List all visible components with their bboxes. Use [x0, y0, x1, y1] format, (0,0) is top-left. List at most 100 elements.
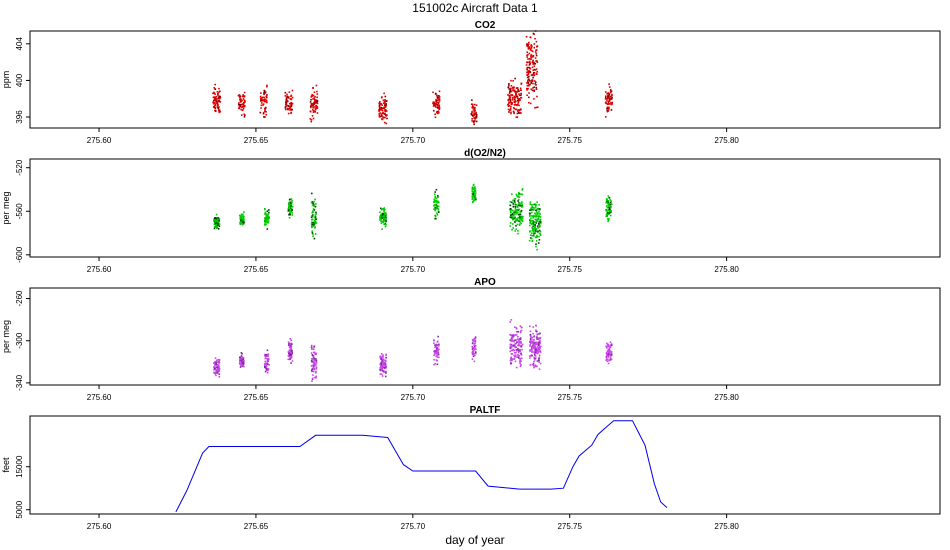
data-point — [313, 361, 315, 363]
data-point — [517, 219, 519, 222]
data-point — [314, 233, 317, 235]
data-point — [385, 110, 388, 112]
data-point — [474, 340, 477, 343]
data-point — [214, 361, 216, 363]
data-point — [383, 207, 386, 209]
y-axis-label: ppm — [1, 71, 11, 89]
data-point — [604, 91, 607, 93]
data-point — [512, 203, 515, 205]
data-point — [536, 333, 538, 336]
data-point — [520, 353, 523, 356]
data-point — [437, 196, 439, 199]
data-point — [526, 89, 528, 91]
data-point — [259, 95, 262, 98]
data-point — [608, 93, 610, 96]
data-point — [385, 213, 387, 216]
data-point — [311, 204, 314, 206]
data-point — [535, 52, 538, 55]
data-point — [610, 103, 612, 105]
data-point — [436, 201, 438, 203]
data-point — [287, 206, 290, 209]
data-point — [434, 113, 436, 116]
data-point — [536, 218, 538, 220]
data-point — [534, 212, 536, 215]
data-point — [606, 342, 608, 345]
data-point — [514, 345, 517, 348]
data-point — [264, 219, 266, 221]
data-point — [536, 215, 538, 217]
data-point — [510, 217, 513, 219]
data-point — [532, 326, 535, 328]
data-point — [520, 206, 523, 208]
data-point — [530, 336, 532, 339]
data-point — [515, 95, 517, 97]
data-point — [312, 205, 315, 207]
data-point — [471, 111, 473, 114]
data-point — [475, 113, 478, 116]
data-point — [217, 362, 220, 364]
data-point — [605, 358, 608, 360]
data-point — [268, 209, 270, 211]
data-point — [516, 205, 519, 207]
data-point — [379, 103, 382, 105]
data-point — [608, 212, 611, 214]
data-point — [379, 363, 381, 366]
data-point — [313, 345, 316, 348]
data-point — [436, 99, 439, 102]
data-point — [436, 354, 438, 356]
data-point — [243, 211, 245, 213]
data-point — [509, 204, 512, 207]
data-point — [516, 116, 519, 118]
data-point — [529, 203, 532, 205]
data-point — [518, 348, 520, 351]
data-point — [509, 99, 511, 101]
data-point — [538, 238, 541, 241]
data-point — [379, 108, 381, 110]
data-point — [312, 233, 314, 236]
data-point — [607, 92, 610, 95]
data-point — [510, 85, 513, 87]
data-point — [285, 105, 287, 108]
data-point — [242, 365, 244, 367]
data-cluster — [509, 319, 524, 369]
data-point — [312, 370, 315, 373]
data-point — [287, 107, 289, 110]
data-point — [436, 106, 439, 109]
data-point — [536, 212, 539, 214]
data-point — [606, 99, 608, 102]
data-point — [473, 123, 475, 126]
data-point — [314, 111, 317, 113]
data-point — [475, 198, 477, 201]
data-point — [509, 210, 512, 212]
data-point — [609, 199, 611, 201]
data-point — [291, 205, 294, 208]
data-point — [535, 330, 537, 333]
data-point — [512, 86, 515, 88]
data-point — [436, 104, 439, 107]
data-point — [216, 364, 219, 367]
data-point — [533, 98, 535, 100]
data-point — [263, 96, 265, 99]
data-point — [312, 367, 315, 370]
data-point — [314, 214, 317, 216]
data-point — [266, 358, 269, 360]
data-point — [242, 361, 245, 364]
data-point — [311, 370, 313, 373]
data-point — [265, 355, 267, 358]
data-point — [609, 88, 612, 91]
data-point — [217, 93, 219, 95]
data-point — [267, 217, 270, 219]
data-point — [515, 116, 518, 118]
data-point — [539, 347, 541, 350]
data-point — [509, 345, 512, 348]
data-point — [474, 107, 476, 109]
data-point — [379, 356, 381, 358]
data-point — [520, 344, 523, 347]
data-point — [241, 356, 244, 358]
data-point — [287, 210, 290, 213]
data-point — [511, 218, 514, 221]
data-point — [310, 98, 312, 101]
data-point — [241, 353, 243, 355]
data-point — [527, 79, 529, 82]
data-point — [532, 73, 535, 75]
